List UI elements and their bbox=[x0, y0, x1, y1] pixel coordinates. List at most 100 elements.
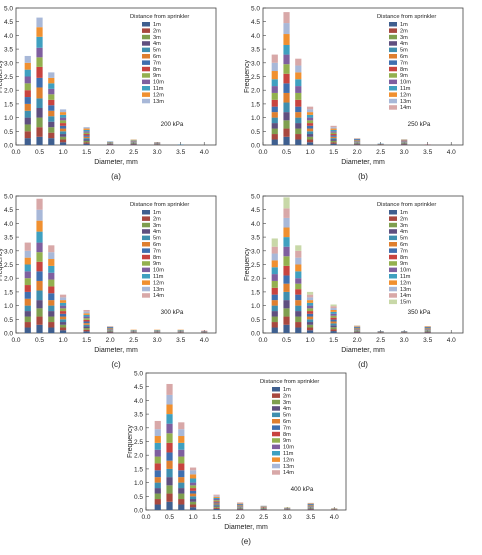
legend-swatch bbox=[142, 92, 150, 97]
bar-segment bbox=[272, 79, 278, 86]
bar-segment bbox=[237, 508, 243, 509]
legend-label: 6m bbox=[283, 419, 291, 425]
bar-segment bbox=[25, 56, 31, 63]
bar-segment bbox=[48, 266, 54, 273]
bar-segment bbox=[237, 506, 243, 507]
bar-segment bbox=[178, 488, 184, 493]
bar-segment bbox=[295, 317, 301, 322]
bar-segment bbox=[60, 311, 66, 314]
bar-segment bbox=[36, 118, 42, 128]
bar-segment bbox=[25, 317, 31, 322]
legend-label: 13m bbox=[400, 99, 411, 105]
bar-segment bbox=[272, 317, 278, 322]
bar-segment bbox=[178, 443, 184, 450]
bar-segment bbox=[48, 273, 54, 280]
bar-segment bbox=[272, 300, 278, 305]
bar-segment bbox=[155, 443, 161, 450]
bar-segment bbox=[83, 326, 89, 328]
bar-segment bbox=[48, 293, 54, 300]
bar-segment bbox=[60, 134, 66, 137]
legend-label: 14m bbox=[400, 293, 411, 299]
bar-segment bbox=[307, 328, 313, 331]
legend-label: 15m bbox=[400, 300, 411, 306]
legend-label: 5m bbox=[283, 413, 291, 419]
bar-segment bbox=[295, 284, 301, 289]
legend-label: 12m bbox=[283, 457, 294, 463]
bar-segment bbox=[60, 297, 66, 300]
bar-segment bbox=[60, 325, 66, 328]
bar-segment bbox=[178, 429, 184, 436]
bar-segment bbox=[83, 130, 89, 131]
bar-segment bbox=[48, 72, 54, 77]
bar-segment bbox=[36, 325, 42, 333]
x-axis-label: Diameter, mm bbox=[94, 347, 138, 354]
bar-segment bbox=[213, 496, 219, 497]
y-tick-label: 5.0 bbox=[134, 371, 143, 378]
bar-segment bbox=[83, 133, 89, 134]
bar-segment bbox=[295, 251, 301, 258]
bar-segment bbox=[354, 327, 360, 328]
bar-segment bbox=[213, 506, 219, 507]
legend-label: 11m bbox=[153, 86, 164, 92]
legend-label: 2m bbox=[400, 28, 408, 34]
bar-segment bbox=[295, 107, 301, 112]
bar-segment bbox=[283, 34, 289, 45]
bar-segment bbox=[25, 285, 31, 292]
legend-swatch bbox=[142, 255, 150, 259]
bar-segment bbox=[60, 112, 66, 115]
bar-segment bbox=[107, 332, 113, 333]
bar-segment bbox=[36, 210, 42, 221]
bar-segment bbox=[48, 89, 54, 94]
bar-segment bbox=[60, 322, 66, 325]
bar-segment bbox=[48, 259, 54, 266]
bar-segment bbox=[354, 142, 360, 143]
bar-segment bbox=[307, 109, 313, 112]
panel-label: (d) bbox=[358, 360, 368, 369]
bar-segment bbox=[60, 317, 66, 320]
y-tick-label: 4.5 bbox=[251, 19, 260, 26]
bar-segment bbox=[272, 134, 278, 139]
legend-swatch bbox=[142, 210, 150, 215]
bar-segment bbox=[107, 329, 113, 330]
bar-segment bbox=[83, 134, 89, 135]
legend-swatch bbox=[142, 223, 150, 228]
x-axis-label: Diameter, mm bbox=[341, 347, 385, 354]
legend-swatch bbox=[142, 248, 150, 253]
bar-segment bbox=[425, 330, 431, 331]
bar-segment bbox=[48, 317, 54, 322]
bar-segment bbox=[107, 327, 113, 328]
bar-segment bbox=[283, 64, 289, 74]
y-tick-label: 3.0 bbox=[4, 60, 13, 67]
bar-segment bbox=[25, 271, 31, 278]
bar-segment bbox=[25, 77, 31, 84]
bar-segment bbox=[36, 98, 42, 108]
bar-segment bbox=[354, 331, 360, 332]
bar-segment bbox=[295, 79, 301, 86]
bar-segment bbox=[295, 134, 301, 139]
x-tick-label: 1.5 bbox=[329, 149, 338, 156]
x-tick-label: 1.0 bbox=[306, 337, 315, 344]
bar-segment bbox=[166, 384, 172, 395]
bar-segment bbox=[36, 271, 42, 281]
bar-segment bbox=[107, 144, 113, 145]
bar-segment bbox=[166, 395, 172, 405]
bar-segment bbox=[237, 505, 243, 506]
bar-segment bbox=[330, 327, 336, 329]
bar-segment bbox=[83, 312, 89, 314]
bar-segment bbox=[36, 87, 42, 98]
bar-segment bbox=[155, 494, 161, 499]
bar-segment bbox=[48, 311, 54, 316]
bar-segment bbox=[354, 144, 360, 145]
bar-segment bbox=[36, 317, 42, 325]
legend-label: 5m bbox=[400, 236, 408, 242]
bar-segment bbox=[48, 100, 54, 105]
bar-segment bbox=[155, 436, 161, 443]
bar-segment bbox=[307, 140, 313, 143]
bar-segment bbox=[354, 332, 360, 333]
bar-segment bbox=[295, 271, 301, 278]
bar-segment bbox=[295, 300, 301, 305]
bar-segment bbox=[83, 313, 89, 315]
legend-swatch bbox=[389, 268, 397, 273]
bar-segment bbox=[307, 311, 313, 314]
